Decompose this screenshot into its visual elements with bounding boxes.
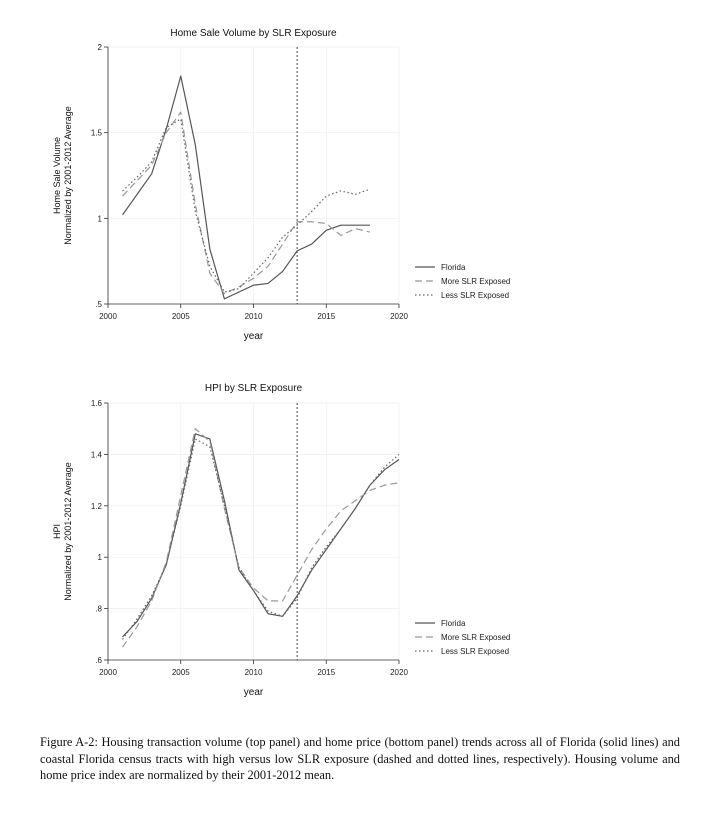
legend-label: Florida <box>441 619 466 628</box>
x-tick-label: 2000 <box>99 312 117 321</box>
series-line-florida <box>122 433 400 638</box>
series-line-more-slr-exposed <box>122 111 371 295</box>
y-axis-label: HPI <box>52 524 62 539</box>
y-axis-label-secondary: Normalized by 2001-2012 Average <box>63 106 73 244</box>
x-tick-label: 2005 <box>172 668 190 677</box>
y-tick-label: 1.4 <box>91 450 103 459</box>
y-tick-label: 1.5 <box>91 129 103 138</box>
y-axis-label: Home Sale Volume <box>52 137 62 214</box>
series-line-florida <box>122 75 370 300</box>
figure-charts: .5 1 1.5 2 2000 2005 2010 2015 2020 Home Sale Vol… <box>52 28 510 698</box>
chart-panel-2: .6 .8 1 1.2 1.4 1.6 2000 2005 2010 2015 2020 HPI by… <box>52 383 510 698</box>
legend-label: More SLR Exposed <box>441 633 510 642</box>
series-line-less-slr-exposed <box>122 118 371 293</box>
y-tick-label: 1 <box>98 553 103 562</box>
legend-label: More SLR Exposed <box>441 277 510 286</box>
chart-title: HPI by SLR Exposure <box>205 383 303 394</box>
y-tick-label: 1 <box>98 214 103 223</box>
x-tick-label: 2020 <box>390 312 408 321</box>
legend-label: Less SLR Exposed <box>441 291 509 300</box>
y-tick-label: 1.2 <box>91 502 103 511</box>
x-tick-label: 2010 <box>245 668 263 677</box>
legend-label: Florida <box>441 263 466 272</box>
chart-title: Home Sale Volume by SLR Exposure <box>170 28 337 39</box>
x-axis-label: year <box>244 331 264 342</box>
x-tick-label: 2015 <box>317 668 335 677</box>
x-tick-label: 2005 <box>172 312 190 321</box>
y-tick-label: 1.6 <box>91 399 103 408</box>
series-line-more-slr-exposed <box>122 428 400 648</box>
y-axis-label-secondary: Normalized by 2001-2012 Average <box>63 462 73 600</box>
series-line-less-slr-exposed <box>122 438 400 640</box>
x-axis-label: year <box>244 687 264 698</box>
x-tick-label: 2010 <box>245 312 263 321</box>
x-tick-label: 2000 <box>99 668 117 677</box>
x-tick-label: 2020 <box>390 668 408 677</box>
chart-panel-1: .5 1 1.5 2 2000 2005 2010 2015 2020 Home Sale Vol… <box>52 28 510 342</box>
figure-caption: Figure A-2: Housing transaction volume (… <box>40 735 680 782</box>
y-tick-label: .5 <box>95 300 102 309</box>
y-tick-label: .8 <box>95 605 102 614</box>
legend-label: Less SLR Exposed <box>441 647 509 656</box>
y-tick-label: .6 <box>95 656 102 665</box>
x-tick-label: 2015 <box>317 312 335 321</box>
y-tick-label: 2 <box>98 43 103 52</box>
